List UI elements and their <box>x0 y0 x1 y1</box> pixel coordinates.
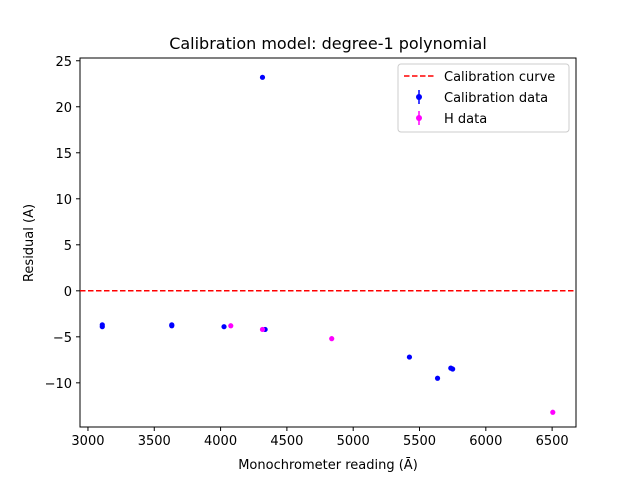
legend-label-calibration-curve: Calibration curve <box>444 70 555 85</box>
legend-marker-h-data <box>416 115 422 121</box>
chart-title: Calibration model: degree-1 polynomial <box>169 34 487 53</box>
y-tick-label: −5 <box>53 331 72 346</box>
calibration-data-point <box>259 74 266 80</box>
calibration-data-point <box>221 324 227 330</box>
y-tick-label: 15 <box>55 147 72 162</box>
legend-frame <box>397 63 570 133</box>
axes-frame <box>79 57 577 428</box>
x-tick-label: 6500 <box>536 434 569 449</box>
y-tick-label: 20 <box>55 101 72 116</box>
h-data-point <box>228 323 234 329</box>
plot-area: 3000 3500 4000 4500 5000 5500 6000 6500 −10 −5 0 5 1… <box>45 55 577 449</box>
legend: Calibration curve Calibration data H dat… <box>397 63 570 133</box>
x-tick-label: 4500 <box>270 434 303 449</box>
x-tick-label: 5500 <box>403 434 436 449</box>
calibration-data-point <box>169 323 175 329</box>
x-tick-label: 3500 <box>138 434 171 449</box>
h-data-point <box>259 326 266 333</box>
x-axis-label: Monochrometer reading (Ā) <box>238 458 418 473</box>
calibration-data-point <box>99 324 105 330</box>
calibration-data-point <box>434 375 441 381</box>
calibration-data-point <box>450 366 456 372</box>
y-tick-label: 0 <box>64 285 72 300</box>
y-tick-label: 10 <box>55 193 72 208</box>
y-tick-label: −10 <box>45 377 72 392</box>
y-tick-label: 25 <box>55 55 72 70</box>
y-axis-label: Residual (A) <box>22 204 37 282</box>
x-tick-label: 6000 <box>469 434 502 449</box>
legend-label-h-data: H data <box>444 112 487 127</box>
calibration-data-point <box>406 354 413 360</box>
h-data-point <box>550 409 556 415</box>
x-tick-label: 5000 <box>337 434 370 449</box>
x-tick-label: 4000 <box>204 434 237 449</box>
legend-label-calibration-data: Calibration data <box>444 91 548 106</box>
y-tick-label: 5 <box>64 239 72 254</box>
legend-marker-calibration-data <box>416 94 422 100</box>
h-data-point <box>329 336 335 342</box>
x-tick-label: 3000 <box>71 434 104 449</box>
